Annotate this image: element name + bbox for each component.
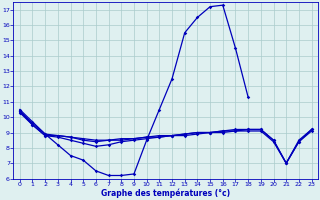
X-axis label: Graphe des températures (°c): Graphe des températures (°c): [101, 188, 230, 198]
